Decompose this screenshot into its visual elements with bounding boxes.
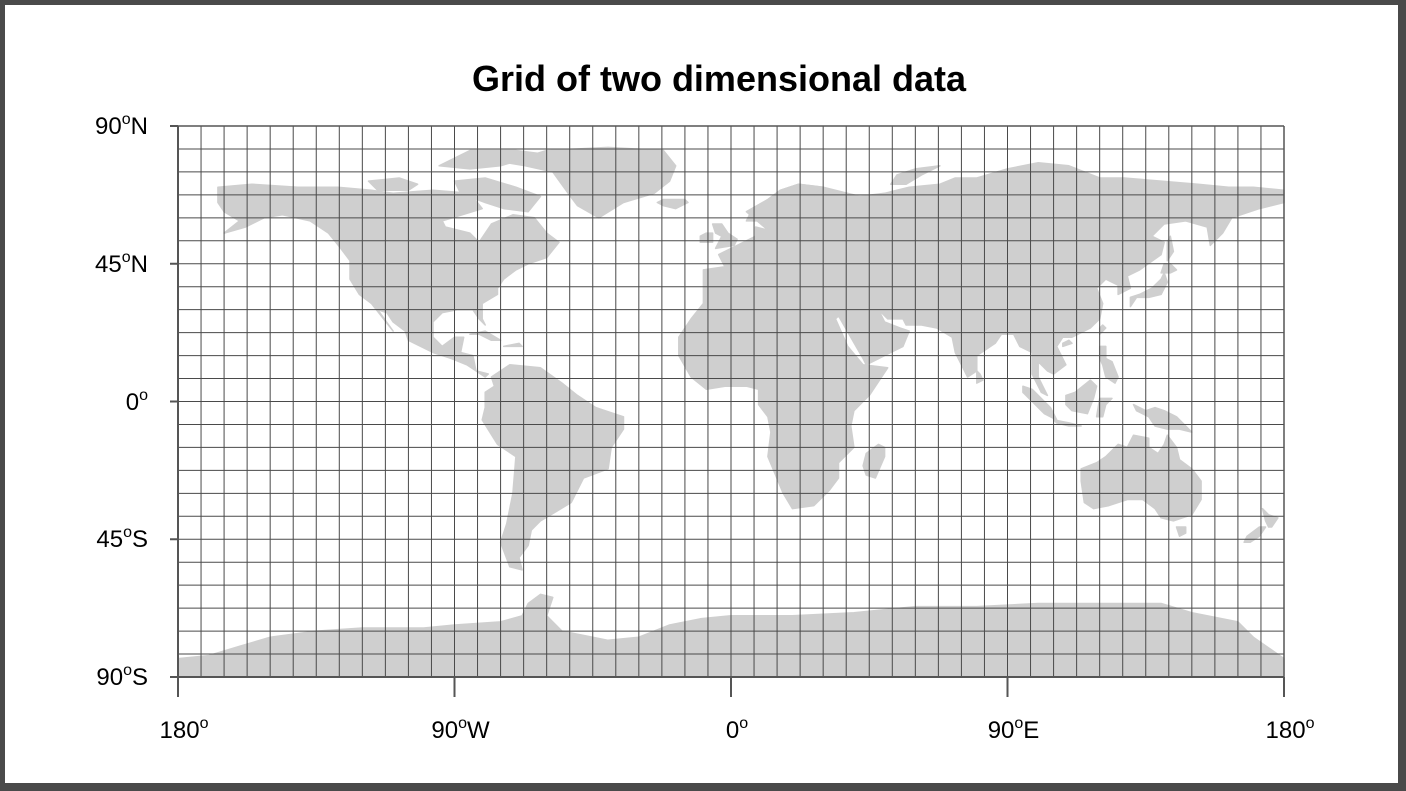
x-tick-label: 90oW xyxy=(431,715,490,744)
x-tick-label: 180o xyxy=(159,715,209,744)
landmass-borneo xyxy=(1065,379,1098,415)
landmass-hispaniola xyxy=(502,342,523,348)
y-tick-label: 45oN xyxy=(95,248,148,278)
y-tick-label: 0o xyxy=(125,386,148,416)
landmass-sakhalin xyxy=(1166,235,1175,262)
landmass-victoria-island xyxy=(367,177,419,192)
landmass-sri-lanka xyxy=(976,370,984,384)
landmass-tasmania xyxy=(1175,526,1187,537)
y-tick-label: 90oS xyxy=(96,662,148,691)
landmass-philippines xyxy=(1098,345,1119,384)
landmass-new-zealand-north xyxy=(1261,507,1279,528)
x-tick-label: 180o xyxy=(1265,715,1315,744)
landmass-hainan xyxy=(1062,339,1073,348)
landmass-afro-eurasia xyxy=(678,161,1285,510)
landmass-scandinavia xyxy=(745,183,824,231)
page-title: Grid of two dimensional data xyxy=(471,58,967,99)
landmass-new-guinea xyxy=(1132,403,1193,433)
landmass-great-britain xyxy=(711,223,738,250)
y-tick-label: 45oS xyxy=(96,524,148,554)
landmass-ireland xyxy=(699,232,714,244)
axis-layer xyxy=(170,125,1285,697)
landmass-ellesmere-island xyxy=(438,149,542,170)
landmass-japan-honshu xyxy=(1129,272,1169,308)
landmass-north-america xyxy=(217,183,560,378)
y-tick-label: 90oN xyxy=(95,111,148,140)
landmass-south-america xyxy=(481,364,625,571)
landmass-sumatra xyxy=(1022,385,1058,421)
landmass-iceland xyxy=(656,198,689,210)
x-tick-label: 0o xyxy=(725,715,749,744)
landmass-new-zealand-south xyxy=(1243,526,1267,544)
x-tick-label: 90oE xyxy=(987,715,1040,744)
landmass-madagascar xyxy=(862,443,886,479)
landmass-australia xyxy=(1080,434,1202,522)
